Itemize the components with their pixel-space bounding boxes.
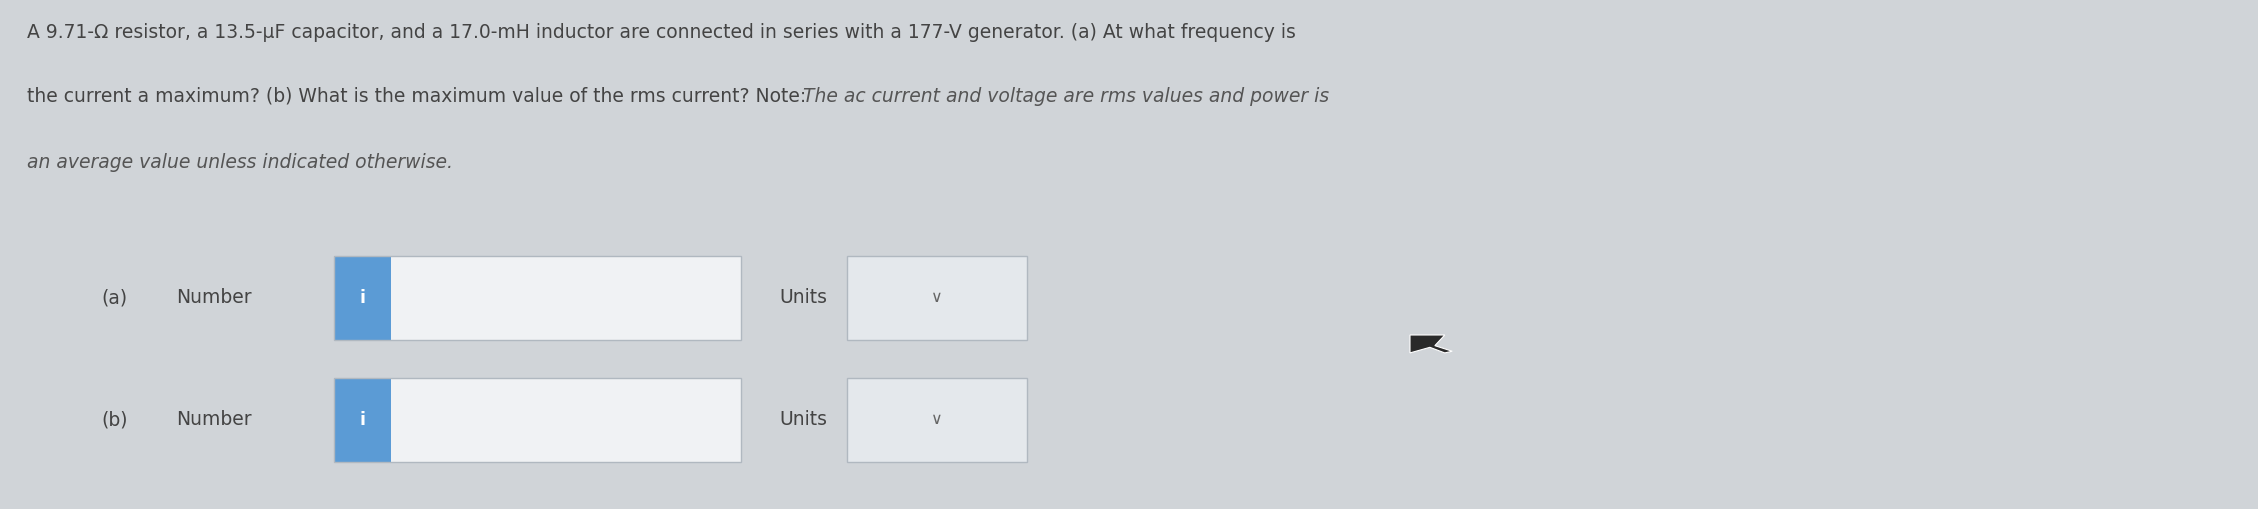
Text: The ac current and voltage are rms values and power is: The ac current and voltage are rms value…	[804, 87, 1330, 105]
Text: an average value unless indicated otherwise.: an average value unless indicated otherw…	[27, 153, 454, 172]
Text: (b): (b)	[102, 410, 129, 430]
Text: (a): (a)	[102, 288, 129, 307]
Polygon shape	[1409, 335, 1452, 353]
FancyBboxPatch shape	[847, 256, 1027, 340]
Text: i: i	[359, 411, 366, 429]
Text: Number: Number	[176, 288, 251, 307]
Text: Units: Units	[779, 288, 826, 307]
Text: A 9.71-Ω resistor, a 13.5-μF capacitor, and a 17.0-mH inductor are connected in : A 9.71-Ω resistor, a 13.5-μF capacitor, …	[27, 23, 1296, 42]
Text: the current a maximum? (b) What is the maximum value of the rms current? Note:: the current a maximum? (b) What is the m…	[27, 87, 813, 105]
FancyBboxPatch shape	[391, 378, 741, 462]
Text: ∨: ∨	[930, 290, 944, 305]
FancyBboxPatch shape	[391, 256, 741, 340]
FancyBboxPatch shape	[847, 378, 1027, 462]
Text: Units: Units	[779, 410, 826, 430]
Text: ∨: ∨	[930, 412, 944, 428]
Text: Number: Number	[176, 410, 251, 430]
FancyBboxPatch shape	[334, 378, 391, 462]
FancyBboxPatch shape	[334, 256, 391, 340]
Text: i: i	[359, 289, 366, 307]
